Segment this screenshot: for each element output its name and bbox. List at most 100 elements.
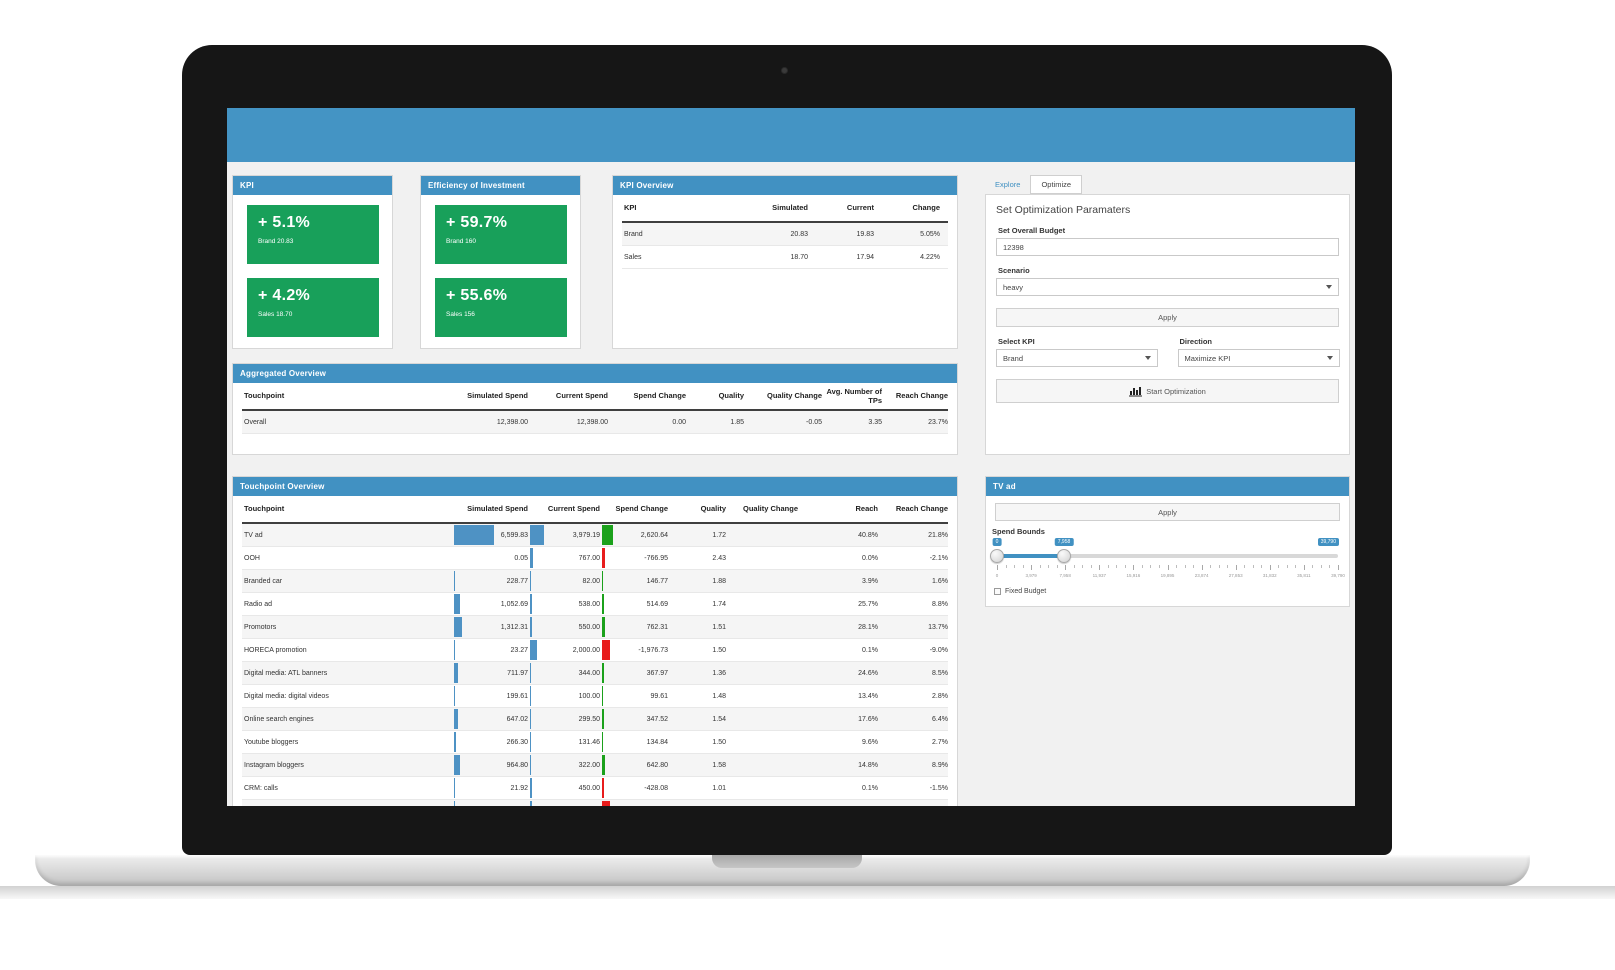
table-row[interactable]: Online search engines 647.02 299.50 347.52 1… <box>242 708 948 731</box>
cell: 21.92 <box>454 777 530 799</box>
touchpoint-name: TV ad <box>244 531 263 539</box>
cell-value: 266.30 <box>506 738 528 746</box>
table-row[interactable]: Digital media: digital videos 199.61 100.0… <box>242 685 948 708</box>
tick-label: 39,790 <box>1331 573 1345 578</box>
table-row[interactable]: OOH 0.05 767.00 -766.95 2.43 0.0% -2.1% <box>242 547 948 570</box>
table-row[interactable]: Promotors 1,312.31 550.00 762.31 1.51 28.1% 13… <box>242 616 948 639</box>
cell: 1.72 <box>712 531 726 539</box>
tv-apply-button[interactable]: Apply <box>995 503 1340 521</box>
column-header: Spend Change <box>615 504 668 514</box>
column-header: KPI <box>624 203 637 213</box>
cell-value: 228.77 <box>506 577 528 585</box>
cell: 266.30 <box>454 731 530 753</box>
spend-bar <box>530 709 532 729</box>
efficiency-card-label: Brand 160 <box>446 238 476 245</box>
table-row[interactable]: Digital media: ATL banners 711.97 344.00 36… <box>242 662 948 685</box>
start-optimization-label: Start Optimization <box>1146 386 1206 396</box>
cell-value: 450.00 <box>578 784 600 792</box>
kpi-card-label: Brand 20.83 <box>258 238 294 245</box>
table-row[interactable]: Youtube bloggers 266.30 131.46 134.84 1.50 9.… <box>242 731 948 754</box>
direction-label: Direction <box>1179 337 1213 346</box>
table-row[interactable]: CRM: calls 21.92 450.00 -428.08 1.01 0.1% -1.5… <box>242 777 948 800</box>
column-header: Quality <box>718 391 744 401</box>
spend-bar <box>602 709 604 729</box>
tab-optimize[interactable]: Optimize <box>1030 175 1083 194</box>
budget-input[interactable] <box>996 238 1339 256</box>
cell: 3.9% <box>862 577 878 585</box>
cell-value: 134.84 <box>646 738 668 746</box>
table-row[interactable]: Overall 12,398.00 12,398.00 0.00 1.85 -0.05 3.… <box>242 411 948 434</box>
tick-mark <box>1201 565 1203 570</box>
column-header: Avg. Number of TPs <box>826 386 882 405</box>
spend-bar <box>454 617 462 637</box>
dashboard-screen: KPI + 5.1% Brand 20.83 + 4.2% Sales 18.7… <box>227 108 1355 806</box>
scenario-dropdown[interactable]: heavy <box>996 278 1339 296</box>
table-row[interactable]: Sales 18.70 17.94 4.22% <box>622 246 948 269</box>
slider-tick-labels: 0 3,979 7,958 11,937 15,916 19,895 23,874 27,85… <box>996 573 1345 581</box>
slider-handle-low[interactable] <box>990 549 1004 563</box>
touchpoint-overview-panel: Touchpoint Overview Touchpoint Simulated … <box>232 476 958 806</box>
cell <box>728 639 800 661</box>
table-row[interactable]: Radio ad 1,052.69 538.00 514.69 1.74 25.7% 8.8… <box>242 593 948 616</box>
tick-label: 27,853 <box>1228 573 1243 578</box>
efficiency-panel: Efficiency of Investment + 59.7% Brand 1… <box>420 175 581 349</box>
slider-handle-mid[interactable] <box>1057 549 1071 563</box>
cell <box>728 570 800 592</box>
cell: 1.74 <box>712 600 726 608</box>
spend-bar <box>602 525 613 545</box>
cell-value: 322.00 <box>578 761 600 769</box>
kpi-panel: KPI + 5.1% Brand 20.83 + 4.2% Sales 18.7… <box>232 175 393 349</box>
spend-bar <box>454 640 455 660</box>
apply-button[interactable]: Apply <box>996 308 1339 327</box>
column-header: Touchpoint <box>244 504 285 514</box>
tick-mark <box>1252 565 1254 568</box>
table-row-partial[interactable] <box>242 800 948 806</box>
table-row[interactable]: Instagram bloggers 964.80 322.00 642.80 1.58… <box>242 754 948 777</box>
touchpoint-name: Digital media: ATL banners <box>244 669 328 677</box>
spend-bar <box>454 594 461 614</box>
cell <box>728 708 800 730</box>
column-header: Current <box>846 203 874 213</box>
cell: 1.36 <box>712 669 726 677</box>
cell <box>728 777 800 799</box>
spend-bar <box>530 640 537 660</box>
tick-mark <box>1133 565 1135 570</box>
table-row[interactable]: Branded car 228.77 82.00 146.77 1.88 3.9% 1.6% <box>242 570 948 593</box>
cell <box>728 593 800 615</box>
table-row[interactable]: TV ad 6,599.83 3,979.19 2,620.64 1.72 40.8% 21… <box>242 524 948 547</box>
cell-value: 538.00 <box>578 600 600 608</box>
select-kpi-dropdown[interactable]: Brand <box>996 349 1158 367</box>
checkbox-icon[interactable] <box>994 588 1001 595</box>
caret-down-icon <box>1326 356 1333 360</box>
cell: -1,976.73 <box>602 639 670 661</box>
caret-down-icon <box>1145 356 1151 360</box>
touchpoint-name: Youtube bloggers <box>244 738 299 746</box>
touchpoint-name: Online search engines <box>244 715 314 723</box>
cell: 2.8% <box>932 692 948 700</box>
efficiency-card-value: + 59.7% <box>446 214 508 231</box>
start-optimization-button[interactable]: Start Optimization <box>996 379 1339 403</box>
tab-explore[interactable]: Explore <box>995 180 1021 189</box>
cell: 134.84 <box>602 731 670 753</box>
slider-track[interactable] <box>997 554 1338 558</box>
cell <box>530 800 602 806</box>
table-row[interactable]: Brand 20.83 19.83 5.05% <box>622 223 948 246</box>
cell: -1.5% <box>929 784 948 792</box>
direction-dropdown[interactable]: Maximize KPI <box>1177 349 1340 367</box>
cell: 13.7% <box>928 623 948 631</box>
cell: 28.1% <box>858 623 878 631</box>
spend-bar <box>530 548 533 568</box>
tick-mark <box>1056 565 1058 568</box>
spend-bar <box>530 525 544 545</box>
cell-value: -1,976.73 <box>638 646 668 654</box>
cell-value: 647.02 <box>506 715 528 723</box>
kpi-card-brand: + 5.1% Brand 20.83 <box>247 205 379 264</box>
column-header: Spend Change <box>633 391 686 401</box>
table-row[interactable]: HORECA promotion 23.27 2,000.00 -1,976.73 1.… <box>242 639 948 662</box>
cell: 2,620.64 <box>602 524 670 546</box>
laptop-base-edge <box>0 886 1615 899</box>
touchpoint-name: HORECA promotion <box>244 646 307 654</box>
tick-mark <box>1073 565 1075 568</box>
cell: 146.77 <box>602 570 670 592</box>
spend-bar <box>602 571 603 591</box>
